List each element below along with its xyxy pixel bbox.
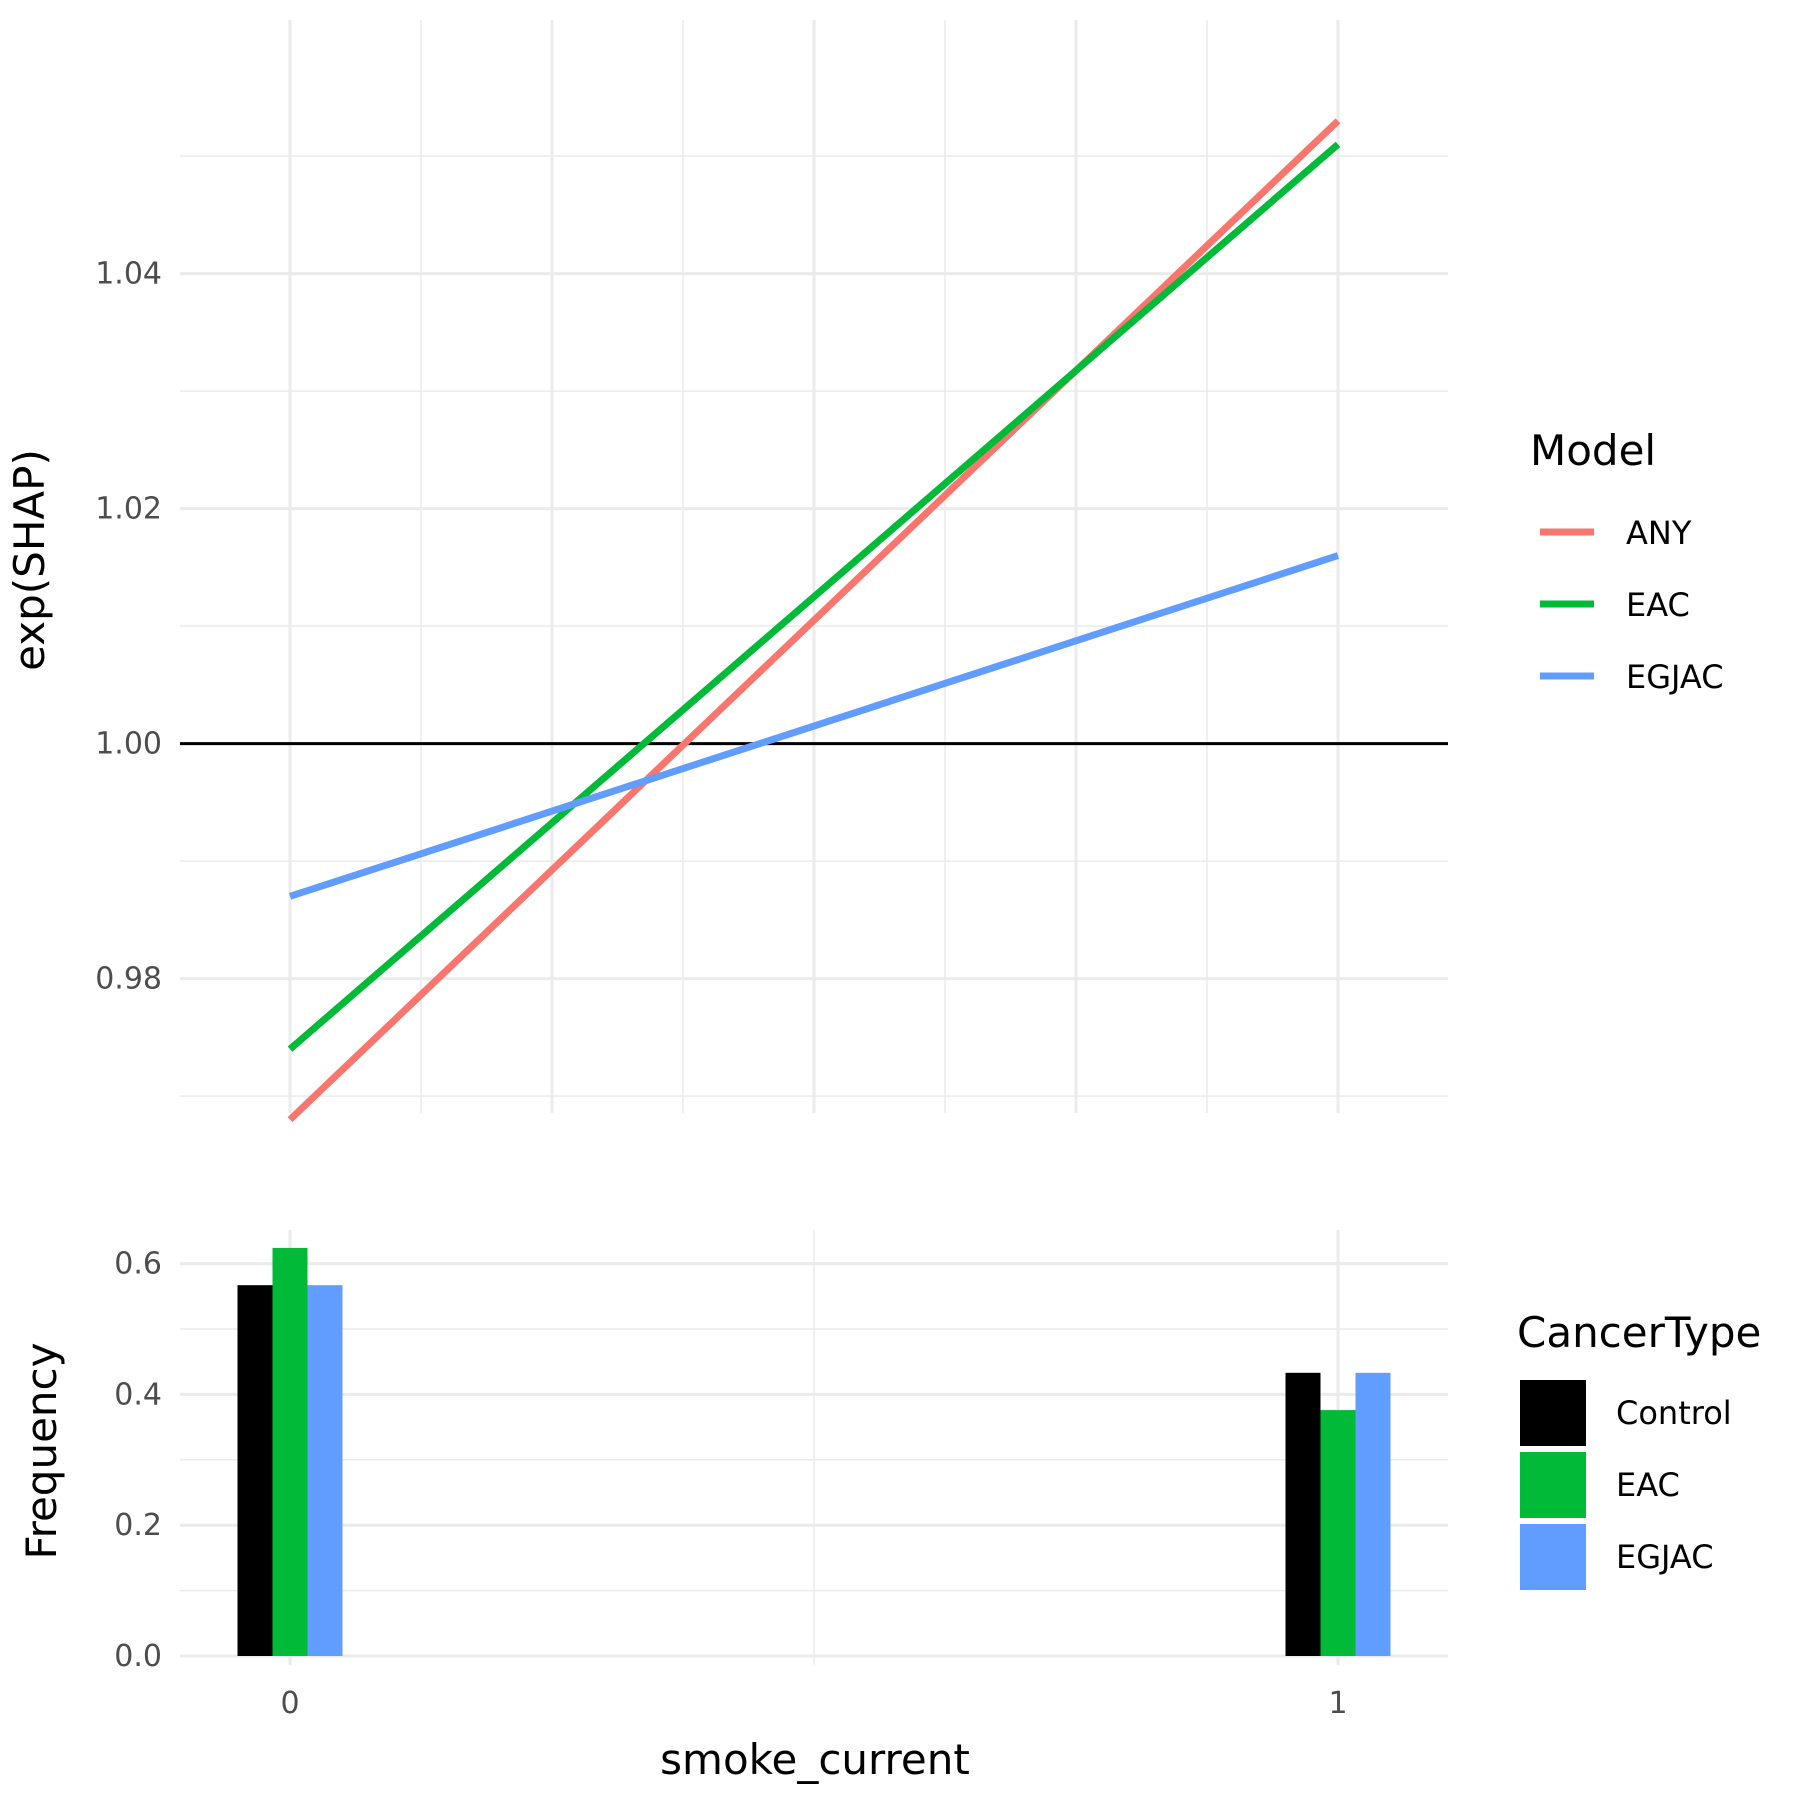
bar-egjac-1 xyxy=(1355,1372,1391,1656)
frequency-grid xyxy=(180,1230,1448,1665)
frequency-y-tick-label: 0.2 xyxy=(114,1508,162,1543)
shap-y-tick-label: 1.02 xyxy=(95,492,162,527)
legend-label-eac: EAC xyxy=(1616,1466,1680,1504)
cancertype-legend: CancerType Control EAC EGJAC xyxy=(1517,1308,1761,1590)
shap-y-tick-label: 1.04 xyxy=(95,257,162,292)
frequency-y-tick-label: 0.6 xyxy=(114,1247,162,1282)
frequency-y-tick-label: 0.4 xyxy=(114,1377,162,1412)
legend-label-egjac: EGJAC xyxy=(1626,658,1724,696)
frequency-y-tick-label: 0.0 xyxy=(114,1639,162,1674)
series-line-egjac xyxy=(288,552,1340,900)
frequency-bars xyxy=(237,1247,1391,1656)
shap-y-tick-label: 0.98 xyxy=(95,962,162,997)
frequency-y-ticks: 0.0 0.2 0.4 0.6 xyxy=(114,1247,162,1674)
bar-control-0 xyxy=(237,1285,273,1656)
series-line-any xyxy=(287,118,1341,1123)
bar-eac-1 xyxy=(1320,1410,1356,1656)
shap-panel: 0.98 1.00 1.02 1.04 exp(SHAP) Model ANY EAC E… xyxy=(5,20,1724,1123)
shap-grid xyxy=(180,20,1448,1113)
x-axis-title: smoke_current xyxy=(660,1735,970,1784)
x-tick-label: 0 xyxy=(280,1686,299,1721)
bar-eac-0 xyxy=(272,1247,308,1656)
shap-y-tick-label: 1.00 xyxy=(95,727,162,762)
bar-egjac-0 xyxy=(307,1285,343,1656)
legend-label-any: ANY xyxy=(1626,514,1692,552)
shap-series xyxy=(287,118,1341,1123)
model-legend-items: ANY EAC EGJAC xyxy=(1540,514,1724,696)
frequency-y-axis-title: Frequency xyxy=(17,1343,66,1560)
legend-label-egjac: EGJAC xyxy=(1616,1538,1714,1576)
series-line-eac xyxy=(287,141,1341,1052)
shap-y-ticks: 0.98 1.00 1.02 1.04 xyxy=(95,257,162,997)
bar-control-1 xyxy=(1285,1372,1321,1656)
cancertype-legend-items: Control EAC EGJAC xyxy=(1520,1380,1732,1590)
model-legend: Model ANY EAC EGJAC xyxy=(1530,426,1724,696)
cancertype-legend-title: CancerType xyxy=(1517,1308,1761,1357)
model-legend-title: Model xyxy=(1530,426,1656,475)
legend-swatch-egjac xyxy=(1520,1524,1586,1590)
legend-label-eac: EAC xyxy=(1626,586,1690,624)
shap-y-axis-title: exp(SHAP) xyxy=(5,449,54,671)
legend-label-control: Control xyxy=(1616,1394,1732,1432)
legend-swatch-control xyxy=(1520,1380,1586,1446)
x-tick-label: 1 xyxy=(1328,1686,1347,1721)
legend-swatch-eac xyxy=(1520,1452,1586,1518)
